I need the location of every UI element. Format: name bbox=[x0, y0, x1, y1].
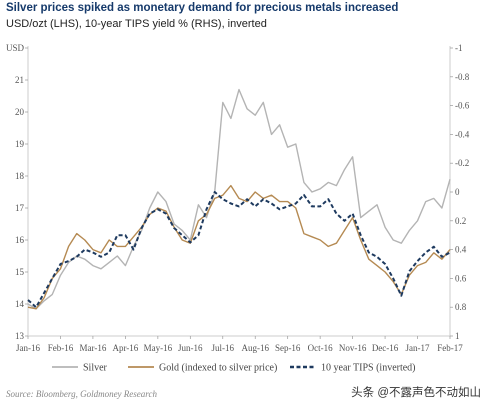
right-tick-label: 0.8 bbox=[455, 302, 467, 312]
gold-series-line bbox=[27, 184, 451, 310]
x-tick-label: Sep-16 bbox=[275, 343, 301, 353]
chart-subtitle: USD/ozt (LHS), 10-year TIPS yield % (RHS… bbox=[6, 18, 267, 30]
source-note: Source: Bloomberg, Goldmoney Research bbox=[6, 389, 157, 399]
silver-series-line bbox=[27, 88, 451, 310]
right-tick-label: 1 bbox=[455, 331, 460, 341]
x-tick-label: Apr-16 bbox=[112, 343, 138, 353]
right-tick-label: -0.8 bbox=[455, 72, 470, 82]
x-tick-label: May-16 bbox=[144, 343, 173, 353]
tips-series-line bbox=[27, 191, 451, 309]
right-tick-label: 0 bbox=[455, 187, 460, 197]
legend-label: Gold (indexed to silver price) bbox=[159, 363, 277, 374]
left-tick-label: 17 bbox=[15, 203, 25, 213]
x-tick-label: Nov-16 bbox=[339, 343, 367, 353]
left-tick-label: USD bbox=[6, 43, 25, 53]
x-tick-label: Mar-16 bbox=[80, 343, 107, 353]
x-tick-label: Oct-16 bbox=[308, 343, 333, 353]
x-tick-label: Aug-16 bbox=[241, 343, 269, 353]
left-tick-label: 20 bbox=[15, 107, 25, 117]
legend-label: Silver bbox=[83, 363, 108, 374]
left-tick-label: 21 bbox=[15, 75, 24, 85]
legend-label: 10 year TIPS (inverted) bbox=[321, 363, 416, 374]
left-tick-label: 15 bbox=[15, 267, 25, 277]
x-tick-label: Jun-16 bbox=[178, 343, 203, 353]
left-tick-label: 18 bbox=[15, 171, 25, 181]
left-tick-label: 14 bbox=[15, 299, 25, 309]
chart-title: Silver prices spiked as monetary demand … bbox=[6, 2, 399, 14]
x-tick-label: Feb-17 bbox=[437, 343, 463, 353]
x-tick-label: Jul-16 bbox=[212, 343, 235, 353]
right-tick-label: 0.6 bbox=[455, 273, 467, 283]
right-tick-label: -0.4 bbox=[455, 129, 470, 139]
right-tick-label: -1 bbox=[455, 43, 463, 53]
left-tick-label: 16 bbox=[15, 235, 25, 245]
x-tick-label: Jan-17 bbox=[406, 343, 430, 353]
right-tick-label: -0.2 bbox=[455, 158, 469, 168]
right-tick-label: -0.6 bbox=[455, 101, 470, 111]
x-tick-label: Dec-16 bbox=[372, 343, 399, 353]
left-tick-label: 19 bbox=[15, 139, 25, 149]
watermark-text: 头条 @不露声色不动如山 bbox=[351, 387, 481, 399]
right-tick-label: 0.2 bbox=[455, 216, 466, 226]
x-tick-label: Feb-16 bbox=[48, 343, 74, 353]
left-tick-label: 13 bbox=[15, 331, 25, 341]
right-tick-label: 0.4 bbox=[455, 245, 467, 255]
x-tick-label: Jan-16 bbox=[16, 343, 40, 353]
